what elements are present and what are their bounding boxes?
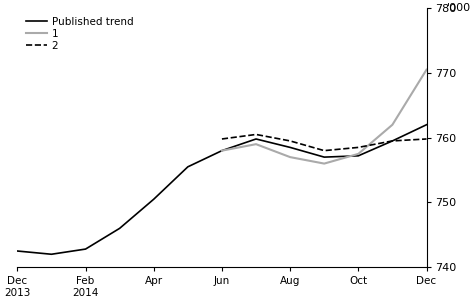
Y-axis label: '000: '000 — [447, 3, 472, 13]
Legend: Published trend, 1, 2: Published trend, 1, 2 — [23, 13, 136, 54]
